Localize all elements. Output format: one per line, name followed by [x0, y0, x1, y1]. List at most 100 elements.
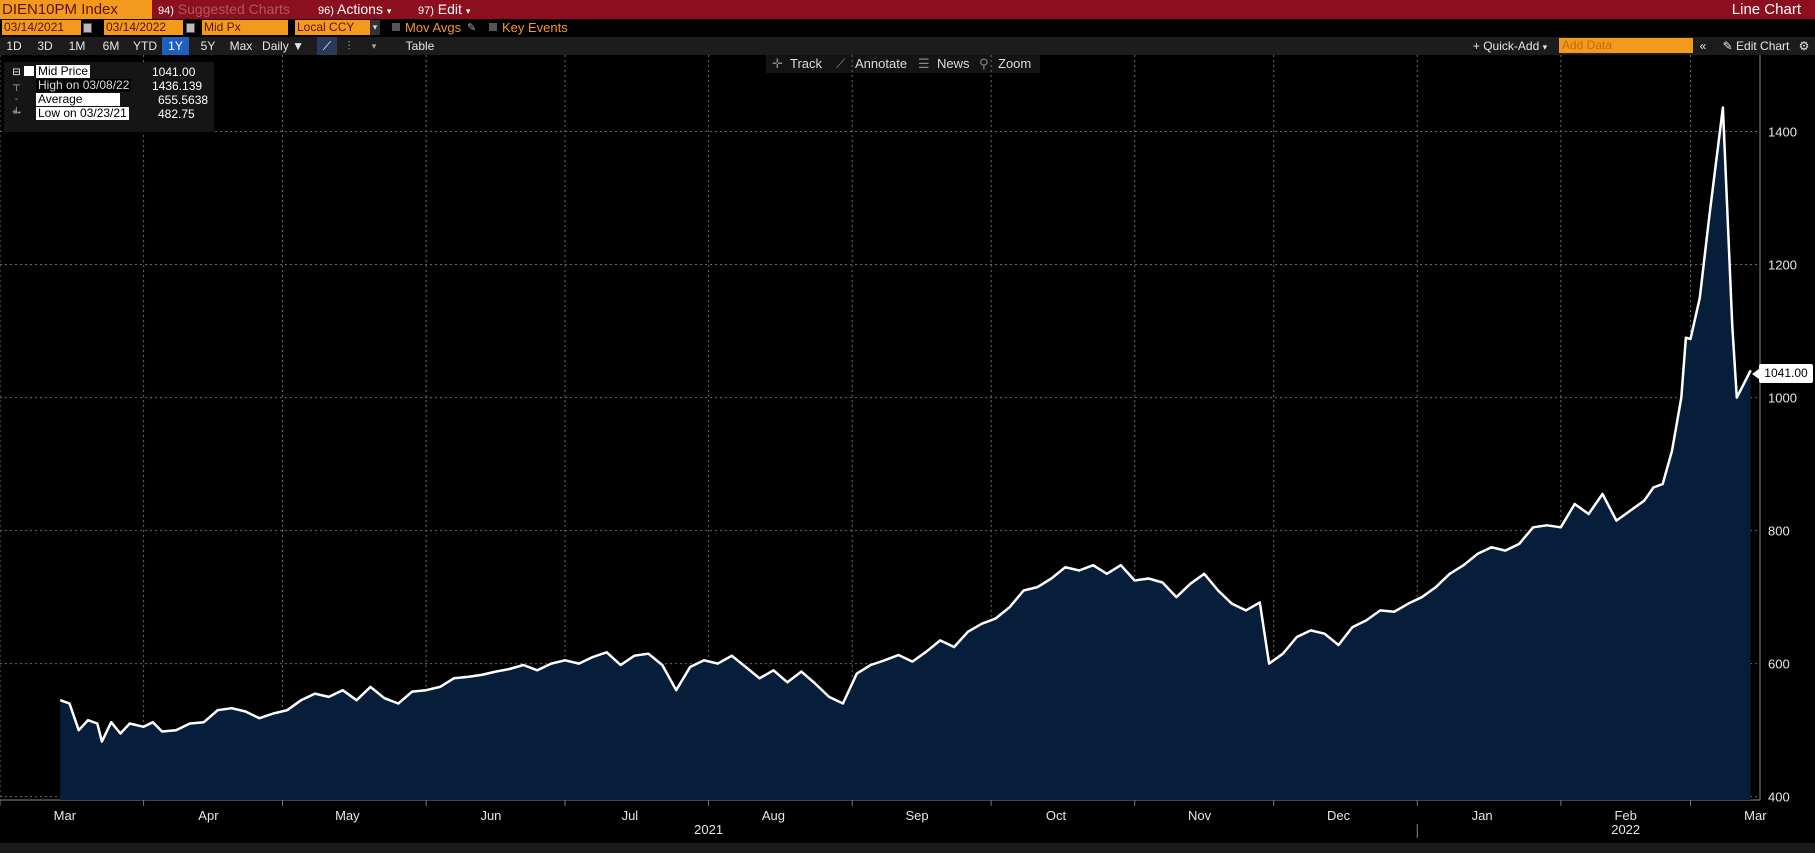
chart-type-title: Line Chart — [1731, 1, 1801, 18]
field-selector[interactable]: Mid Px — [202, 20, 288, 35]
zoom-button[interactable]: Zoom — [998, 56, 1032, 71]
x-month-label: Apr — [198, 808, 219, 823]
legend-mid-price-label: Mid Price — [36, 64, 91, 78]
news-button[interactable]: News — [937, 56, 970, 71]
key-events-checkbox[interactable] — [489, 23, 497, 31]
frequency-dropdown-icon: ▼ — [292, 39, 304, 53]
start-date-field[interactable]: 03/14/2021 — [2, 20, 81, 35]
suggested-charts-menu[interactable]: 94) Suggested Charts — [158, 0, 290, 19]
x-month-label: Mar — [54, 808, 77, 823]
options-row: 03/14/2021 03/14/2022 Mid Px Local CCY ▾… — [0, 19, 1815, 37]
annotate-button[interactable]: Annotate — [855, 56, 908, 71]
edit-num: 97) — [418, 5, 434, 17]
actions-dropdown-icon: ▾ — [386, 6, 392, 16]
chart-legend: ⊟ Mid Price 1041.00 ┬ High on 03/08/22 1… — [4, 62, 214, 132]
end-date-field[interactable]: 03/14/2022 — [104, 20, 183, 35]
start-calendar-icon[interactable] — [83, 23, 92, 33]
period-1d[interactable]: 1D — [6, 39, 22, 53]
quick-add-button[interactable]: + Quick-Add ▾ — [1466, 37, 1554, 55]
legend-low-value: 482.75 — [158, 107, 195, 121]
annotate-icon[interactable]: ⟋ — [836, 56, 846, 71]
edit-chart-pencil-icon: ✎ — [1722, 39, 1733, 53]
currency-dropdown-icon[interactable]: ▾ — [370, 20, 380, 35]
edit-chart-label: Edit Chart — [1736, 39, 1790, 53]
x-month-label: Oct — [1046, 808, 1067, 823]
ticker-field[interactable]: DIEN10PM Index — [0, 0, 152, 19]
track-icon[interactable]: ✛ — [772, 56, 783, 71]
x-year-label: 2021 — [694, 822, 723, 837]
edit-menu[interactable]: 97) Edit ▾ — [418, 0, 470, 19]
period-row: 1D 3D 1M 6M YTD 1Y 5Y Max Daily ▼ ⟋ ⫶ ▾ Table +… — [0, 37, 1815, 55]
x-month-label: Aug — [762, 808, 785, 823]
legend-color-swatch — [24, 66, 34, 76]
series-area — [60, 107, 1751, 800]
legend-collapse-icon[interactable]: ⊟ — [12, 67, 21, 78]
suggested-charts-num: 94) — [158, 5, 174, 17]
header-bar: DIEN10PM Index 94) Suggested Charts 96) … — [0, 0, 1815, 19]
edit-chart-button[interactable]: ✎ Edit Chart — [1716, 37, 1796, 55]
key-events-label[interactable]: Key Events — [502, 20, 568, 35]
x-month-label: Dec — [1327, 808, 1351, 823]
pencil-icon[interactable]: ✎ — [467, 22, 477, 34]
actions-menu[interactable]: 96) Actions ▾ — [318, 0, 391, 19]
period-5y[interactable]: 5Y — [200, 39, 216, 53]
period-1y[interactable]: 1Y — [162, 37, 189, 55]
line-chart-icon[interactable]: ⟋ — [317, 37, 337, 55]
x-month-label: Jun — [480, 808, 501, 823]
y-tick-label: 1000 — [1768, 391, 1797, 406]
actions-num: 96) — [318, 5, 334, 17]
gear-icon[interactable]: ⚙ — [1798, 39, 1810, 53]
chart-type-dropdown-icon[interactable]: ▾ — [371, 41, 377, 51]
legend-mid-price-value: 1041.00 — [152, 65, 196, 79]
chart-toolbar: ✛ Track ⟋ Annotate ☰ News ⚲ Zoom — [766, 55, 1040, 73]
quick-add-label: + Quick-Add — [1472, 39, 1540, 53]
x-month-label: May — [335, 808, 360, 823]
add-data-input[interactable]: Add Data — [1559, 38, 1693, 53]
bottom-bar — [0, 843, 1815, 853]
edit-dropdown-icon: ▾ — [465, 6, 471, 16]
legend-low-label: Low on 03/23/21 — [36, 106, 129, 120]
y-tick-label: 800 — [1768, 524, 1790, 539]
edit-label: Edit — [437, 1, 462, 17]
x-month-label: Jan — [1472, 808, 1493, 823]
period-1m[interactable]: 1M — [68, 39, 86, 53]
frequency-label: Daily — [262, 39, 289, 53]
y-tick-label: 400 — [1768, 790, 1790, 805]
news-icon[interactable]: ☰ — [918, 56, 930, 71]
y-tick-label: 1400 — [1768, 124, 1797, 139]
actions-label: Actions — [337, 1, 383, 17]
last-price-tag: 1041.00 — [1752, 364, 1813, 383]
y-tick-label: 600 — [1768, 657, 1790, 672]
bar-chart-icon[interactable]: ⫶ — [347, 39, 351, 53]
low-marker-icon: ┴ — [12, 108, 21, 119]
period-ytd[interactable]: YTD — [133, 39, 157, 53]
currency-selector[interactable]: Local CCY — [295, 20, 370, 35]
collapse-icon[interactable]: « — [1699, 39, 1707, 53]
x-month-label: Jul — [622, 808, 639, 823]
end-calendar-icon[interactable] — [186, 23, 195, 33]
period-3d[interactable]: 3D — [37, 39, 53, 53]
legend-high-value: 1436.139 — [152, 79, 203, 93]
mov-avgs-label[interactable]: Mov Avgs — [405, 20, 462, 35]
x-month-label: Mar — [1744, 808, 1767, 823]
suggested-charts-label: Suggested Charts — [177, 1, 290, 17]
legend-average-value: 655.5638 — [158, 93, 209, 107]
quick-add-dropdown-icon: ▾ — [1542, 42, 1548, 52]
average-marker-icon: -+- — [12, 94, 22, 118]
mov-avgs-checkbox[interactable] — [392, 23, 400, 31]
zoom-icon[interactable]: ⚲ — [979, 56, 989, 71]
x-year-label: 2022 — [1611, 822, 1640, 837]
period-6m[interactable]: 6M — [102, 39, 120, 53]
track-button[interactable]: Track — [790, 56, 823, 71]
x-month-label: Feb — [1614, 808, 1636, 823]
y-tick-label: 1200 — [1768, 258, 1797, 273]
x-month-label: Sep — [905, 808, 928, 823]
high-marker-icon: ┬ — [12, 80, 21, 91]
x-month-label: Nov — [1188, 808, 1212, 823]
frequency-selector[interactable]: Daily ▼ — [258, 37, 308, 55]
series-line — [59, 106, 1752, 743]
period-max[interactable]: Max — [229, 39, 253, 53]
legend-average-label: Average — [36, 93, 120, 106]
table-button[interactable]: Table — [405, 39, 435, 53]
